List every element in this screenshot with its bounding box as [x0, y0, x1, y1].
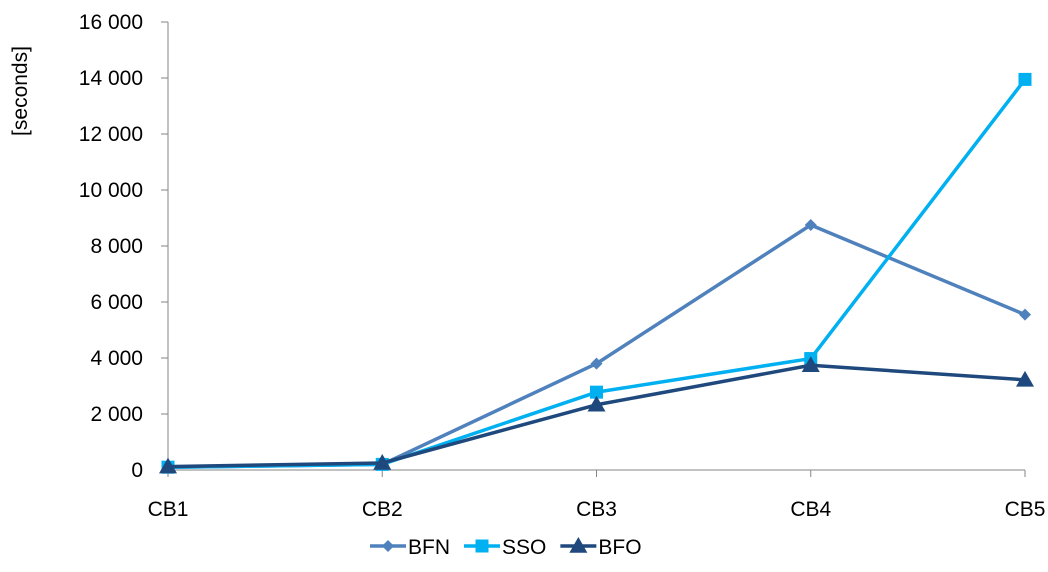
x-tick-label: CB2 [362, 498, 403, 521]
series-bfn [162, 219, 1031, 474]
x-tick-label: CB3 [576, 498, 617, 521]
data-point-bfo [801, 356, 820, 373]
y-tick-label: 8 000 [90, 235, 143, 258]
legend-label-bfo: BFO [598, 536, 641, 559]
legend: BFN SSO BFO [370, 536, 642, 559]
data-point-bfo [1016, 370, 1034, 387]
legend-item-bfo: BFO [560, 536, 642, 559]
y-tick-label: 16 000 [79, 11, 143, 34]
x-tick-label: CB4 [790, 498, 831, 521]
legend-marker-bfn [382, 540, 394, 552]
series-line-bfo [167, 363, 1026, 469]
y-tick-label: 10 000 [79, 179, 143, 202]
data-point-bfo [373, 454, 392, 470]
data-point-bfo [159, 457, 177, 474]
data-point-bfn [1019, 308, 1031, 321]
data-point-bfn [804, 219, 817, 231]
legend-item-bfn: BFN [370, 536, 450, 559]
y-axis-title: [seconds] [9, 46, 32, 136]
series-bfo [159, 356, 1034, 474]
y-tick-label: 6 000 [90, 291, 143, 314]
y-tick-label: 0 [131, 459, 143, 482]
data-point-bfo [587, 395, 606, 412]
x-tick-label: CB5 [1005, 498, 1046, 521]
legend-item-sso: SSO [464, 536, 546, 559]
x-axis: CB1 CB2 CB3 CB4 CB5 [148, 469, 1046, 521]
legend-label-sso: SSO [502, 536, 546, 559]
legend-label-bfn: BFN [408, 536, 450, 559]
y-axis: 0 2 000 4 000 6 000 8 000 10 000 12 000 14 000 1… [79, 11, 169, 482]
data-point-bfn [590, 357, 603, 370]
series-line-bfn [167, 223, 1026, 469]
y-tick-label: 2 000 [90, 403, 143, 426]
x-tick-label: CB1 [148, 498, 189, 521]
y-tick-label: 14 000 [79, 67, 143, 90]
y-tick-label: 12 000 [79, 123, 143, 146]
series-layer [159, 72, 1034, 474]
data-point-sso [1018, 72, 1032, 86]
legend-marker-sso [475, 539, 489, 553]
series-sso [161, 72, 1032, 474]
y-tick-label: 4 000 [90, 347, 143, 370]
legend-marker-bfo [569, 537, 588, 553]
data-point-sso [590, 385, 603, 399]
